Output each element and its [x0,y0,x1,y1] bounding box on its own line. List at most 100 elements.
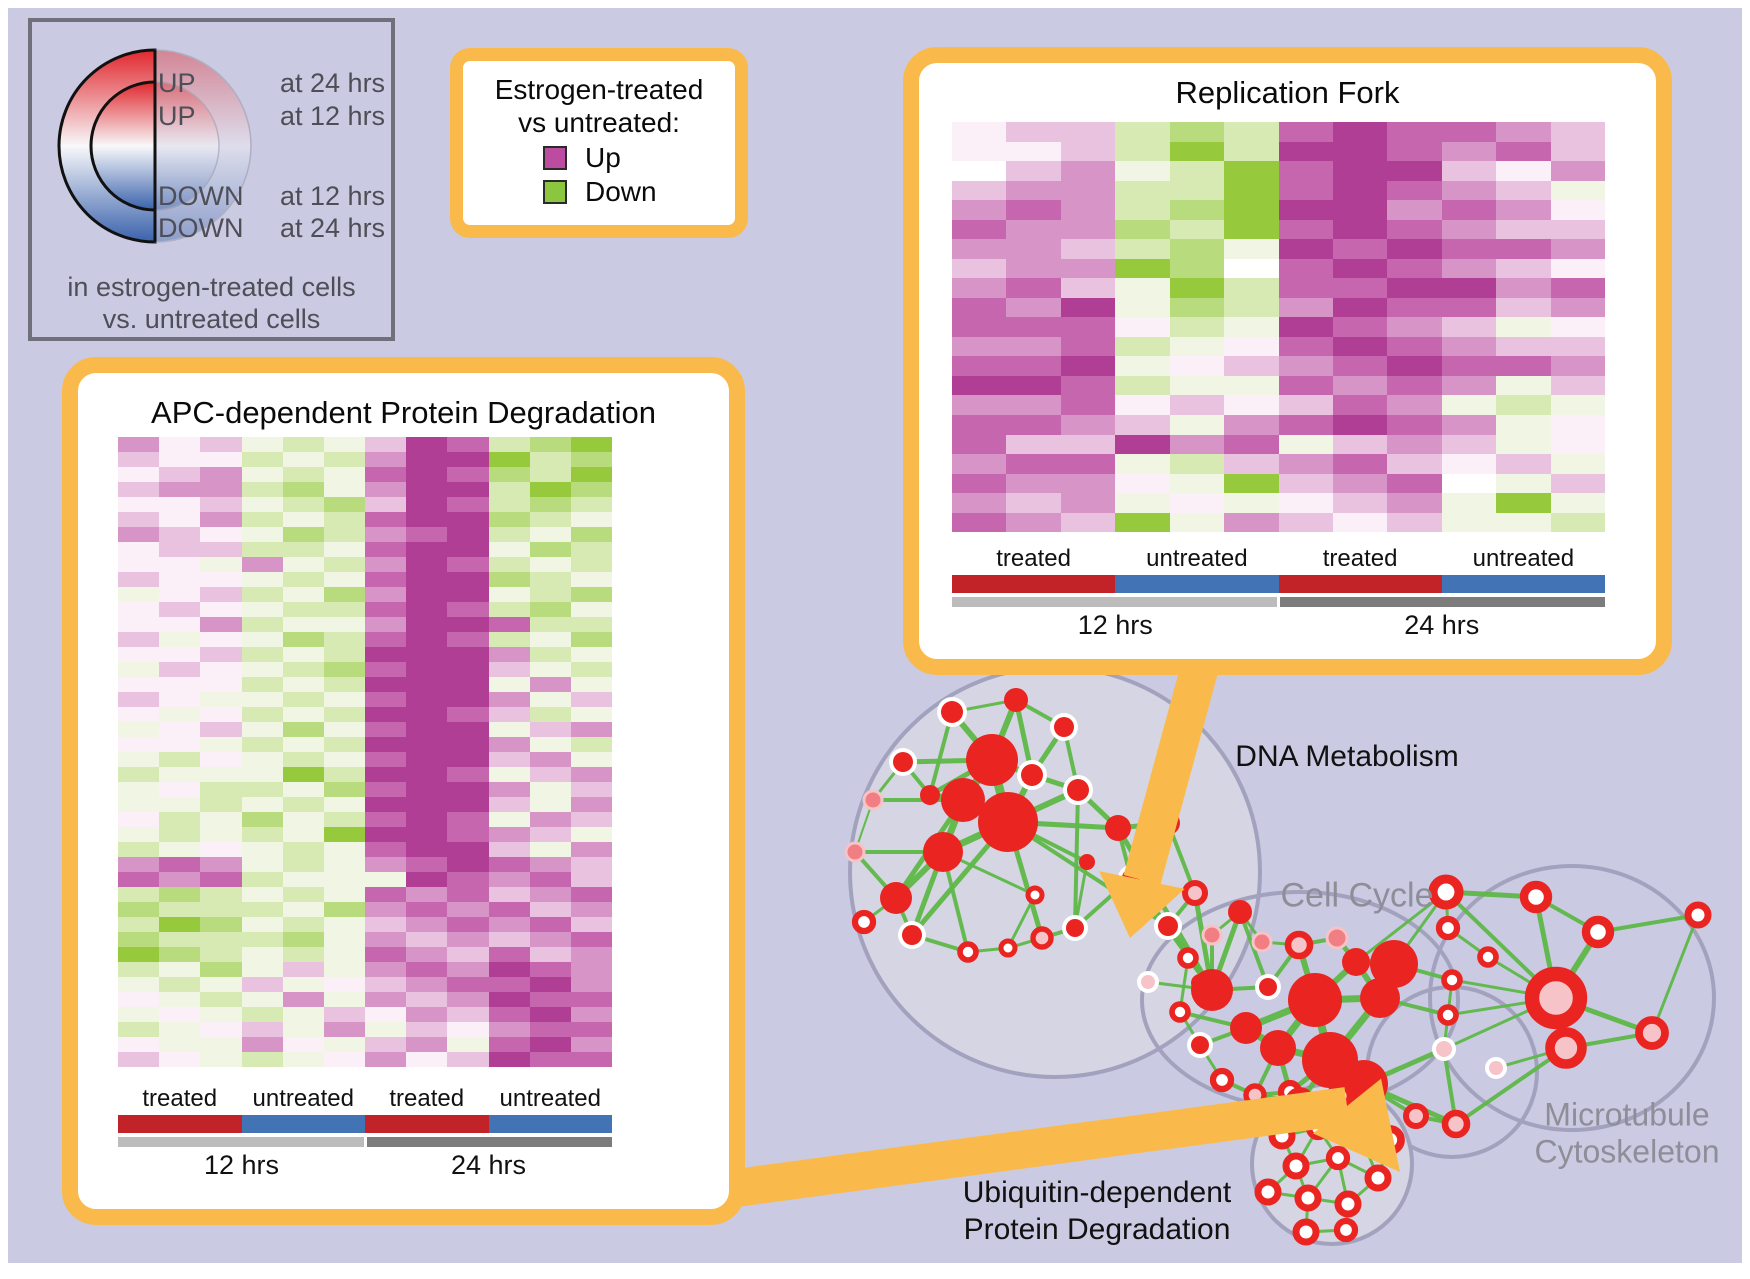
heatmap-cell [241,872,283,887]
heatmap-cell [447,1007,489,1022]
heatmap-cell [529,587,571,602]
heatmap-cell [1006,493,1061,513]
heatmap-cell [200,452,242,467]
heatmap-cell [406,707,448,722]
heatmap-cell [447,452,489,467]
heatmap-row [118,1007,613,1022]
heatmap-cell [1115,454,1170,474]
network-edge [1355,890,1447,964]
heatmap-cell [406,692,448,707]
label-cell-cycle: Cell Cycle [1280,876,1434,915]
heatmap-cell [200,722,242,737]
heatmap-cell [1115,317,1170,337]
heatmap-cell [570,452,613,467]
heatmap-cell [1387,200,1442,220]
heatmap-cell [1387,317,1442,337]
group-bar-row [118,1115,612,1133]
heatmap-cell [1496,258,1551,279]
heatmap-cell [570,737,613,752]
heatmap-cell [529,692,571,707]
heatmap-cell [200,497,242,512]
heatmap-row [118,977,613,992]
heatmap-cell [159,587,201,602]
heatmap-cell [1550,336,1606,357]
heatmap-cell [1441,122,1497,142]
heatmap-cell [323,752,366,767]
heatmap-cell [447,812,489,827]
heatmap-cell [1441,239,1497,259]
heatmap-cell [323,1052,366,1067]
estrogen-legend-item: Up [543,142,735,173]
heatmap-cell [323,692,366,707]
heatmap-cell [488,527,530,542]
heatmap-cell [529,767,571,782]
heatmap-cell [200,677,242,692]
heatmap-cell [1169,414,1225,435]
heatmap-cell [447,677,489,692]
group-label-row: treated untreated treated untreated [118,1085,612,1113]
heatmap-cell [365,812,407,827]
gene-node-ring [1441,969,1463,991]
heatmap-cell [1278,219,1333,240]
heatmap-cell [1006,454,1061,474]
apc-panel-title: APC-dependent Protein Degradation [151,395,656,430]
heatmap-cell [406,947,448,962]
heatmap-cell [118,902,160,917]
heatmap-cell [282,542,324,557]
heatmap-cell [447,932,489,947]
heatmap-row [118,482,613,497]
heatmap-cell [241,1022,283,1037]
heatmap-cell [570,662,613,677]
heatmap-cell [323,452,366,467]
heatmap-cell [406,452,448,467]
heatmap-cell [241,572,283,587]
heatmap-cell [406,632,448,647]
heatmap-cell [1332,200,1388,220]
heatmap-cell [1441,219,1497,240]
heatmap-cell [365,932,407,947]
heatmap-cell [1115,239,1170,259]
heatmap-cell [1550,454,1606,474]
heatmap-cell [1278,414,1333,435]
heatmap-cell [406,497,448,512]
heatmap-cell [447,977,489,992]
gene-node [923,832,963,872]
heatmap-cell [488,842,530,857]
heatmap-cell [1060,219,1116,240]
heatmap-cell [529,902,571,917]
heatmap-cell [365,647,407,662]
gene-node [1054,717,1074,737]
heatmap-cell [529,932,571,947]
heatmap-cell [447,467,489,482]
heatmap-cell [570,827,613,842]
heatmap-cell [1006,356,1061,376]
heatmap-cell [118,632,160,647]
heatmap-cell [282,587,324,602]
heatmap-cell [488,587,530,602]
heatmap-cell [447,587,489,602]
gene-node [1021,764,1043,786]
heatmap-cell [570,692,613,707]
heatmap-cell [1169,375,1225,396]
heatmap-cell [447,872,489,887]
heatmap-cell [1441,161,1497,181]
heatmap-cell [200,1022,242,1037]
heatmap-cell [1006,317,1061,337]
heatmap-cell [1332,493,1388,513]
heatmap-cell [118,917,160,932]
heatmap-cell [447,437,489,452]
heatmap-cell [1550,122,1606,142]
heatmap-cell [488,857,530,872]
heatmap-cell [159,1007,201,1022]
heatmap-cell [1496,414,1551,435]
heatmap-cell [365,617,407,632]
heatmap-cell [159,887,201,902]
heatmap-cell [488,932,530,947]
heatmap-row [118,827,613,842]
heatmap-cell [118,842,160,857]
heatmap-cell [529,827,571,842]
heatmap-cell [118,737,160,752]
heatmap-cell [365,437,407,452]
heatmap-cell [1115,414,1170,435]
heatmap-cell [1332,395,1388,415]
